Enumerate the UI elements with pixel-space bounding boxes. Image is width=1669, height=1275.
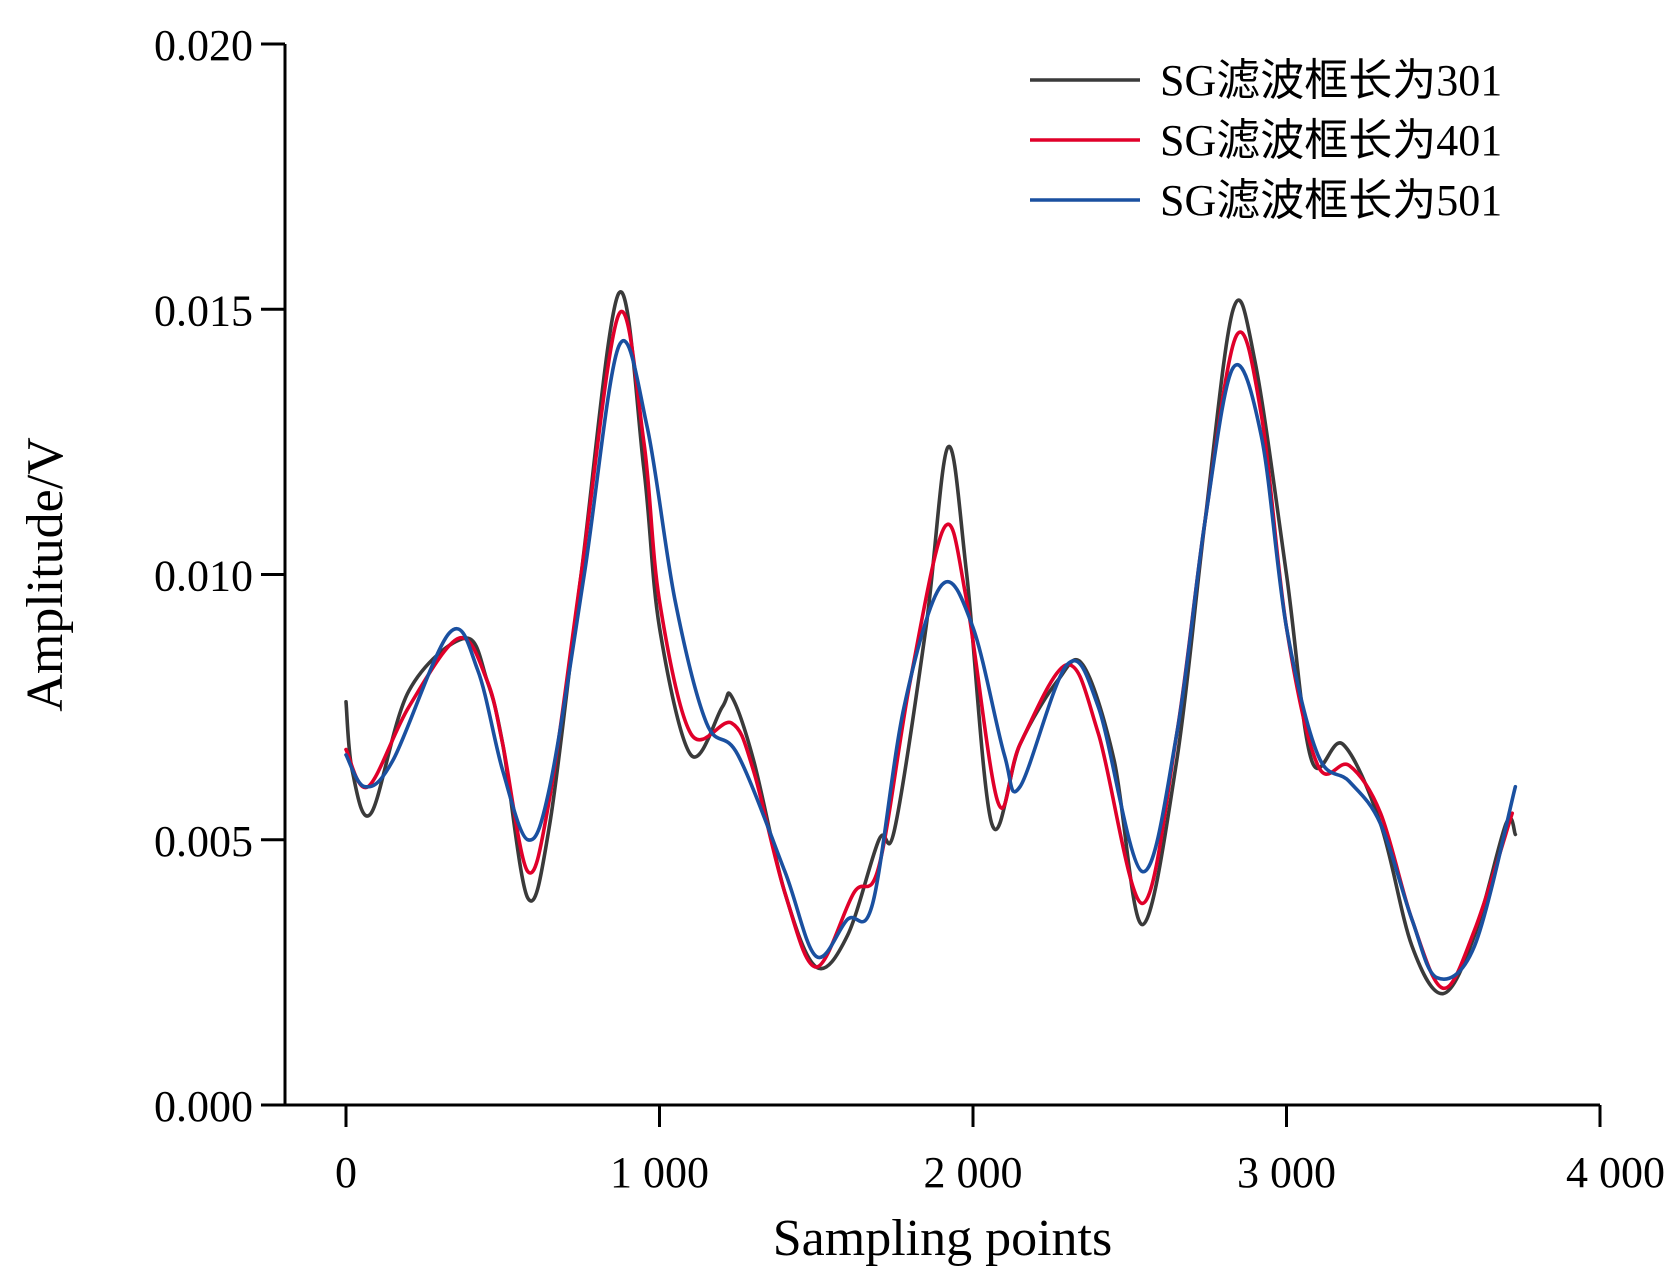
series-line-2 (344, 309, 1515, 991)
x-axis-label: Sampling points (773, 1210, 1112, 1267)
y-tick-label: 0.020 (154, 21, 253, 70)
series-line-3 (344, 338, 1518, 981)
x-tick-label: 3 000 (1237, 1148, 1336, 1197)
y-axis-label: Amplitude/V (17, 437, 74, 711)
legend-label-3: SG滤波框长为501 (1160, 176, 1502, 225)
y-tick-label: 0.005 (154, 817, 253, 866)
y-tick-label: 0.000 (154, 1082, 253, 1131)
series-line-1 (344, 289, 1518, 996)
x-tick-label: 4 000 (1566, 1148, 1665, 1197)
legend-label-1: SG滤波框长为301 (1160, 56, 1502, 105)
y-tick-label: 0.015 (154, 286, 253, 335)
series-layer (344, 289, 1518, 996)
y-tick-label: 0.010 (154, 552, 253, 601)
ticks: 0.000 0.005 0.010 0.015 0.020 0 1 000 2 000 3 00… (154, 21, 1665, 1197)
x-tick-label: 2 000 (924, 1148, 1023, 1197)
legend-label-2: SG滤波框长为401 (1160, 116, 1502, 165)
legend: SG滤波框长为301 SG滤波框长为401 SG滤波框长为501 (1030, 56, 1502, 225)
x-tick-label: 1 000 (610, 1148, 709, 1197)
x-tick-label: 0 (335, 1148, 357, 1197)
